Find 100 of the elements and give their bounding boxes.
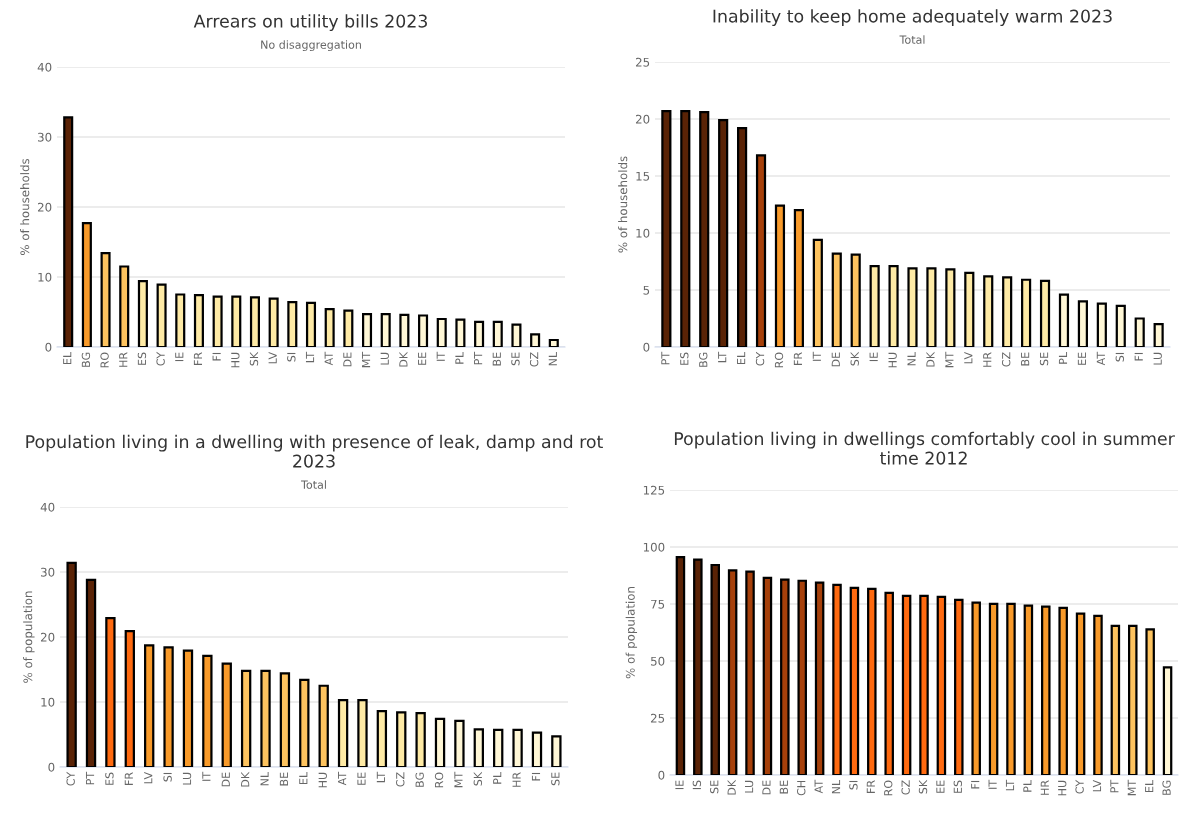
y-axis-title: % of households	[20, 158, 30, 256]
bar	[163, 646, 174, 767]
x-tick-label: DK	[241, 771, 250, 787]
bar	[231, 295, 242, 347]
bar	[399, 313, 410, 347]
bar	[1002, 276, 1013, 347]
bar	[699, 111, 710, 347]
x-tick-label: LT	[376, 771, 385, 783]
x-tick-label: IE	[675, 780, 684, 790]
x-tick-label: IT	[436, 351, 445, 361]
x-tick-label: AT	[324, 351, 333, 366]
bar	[718, 119, 729, 347]
bar	[945, 268, 956, 347]
bar	[1041, 605, 1051, 775]
bar	[418, 314, 429, 347]
bar	[1128, 624, 1138, 775]
bar	[530, 333, 541, 347]
x-tick-label: SI	[1115, 352, 1124, 362]
x-tick-label: SE	[551, 772, 560, 786]
x-tick-label: CY	[1075, 779, 1084, 794]
bar	[1023, 604, 1034, 775]
x-tick-label: MT	[1127, 779, 1136, 796]
bar	[797, 579, 807, 775]
bar	[919, 594, 929, 775]
y-tick-label: 15	[636, 171, 650, 181]
bar	[396, 711, 407, 767]
x-tick-label: IE	[869, 352, 878, 362]
x-tick-label: FR	[793, 352, 802, 365]
y-tick-label: 20	[40, 632, 55, 642]
x-tick-label: RO	[774, 352, 784, 368]
bar	[1162, 666, 1173, 775]
bar	[376, 709, 388, 767]
bar	[318, 684, 329, 767]
bar	[119, 265, 130, 347]
x-tick-label: ES	[137, 352, 147, 365]
x-tick-label: BG	[1162, 780, 1171, 795]
x-tick-label: NL	[260, 771, 269, 786]
bar	[888, 264, 899, 347]
x-tick-label: FI	[212, 352, 221, 361]
bar	[869, 264, 880, 347]
x-tick-label: IE	[175, 352, 184, 362]
bar	[305, 301, 317, 347]
x-tick-label: BE	[1021, 352, 1030, 366]
bar	[100, 252, 111, 347]
x-tick-label: DK	[727, 779, 736, 795]
x-tick-label: SE	[1039, 352, 1049, 366]
bar	[1058, 606, 1068, 775]
bar	[175, 293, 186, 347]
bar	[531, 731, 543, 767]
x-tick-label: HU	[318, 772, 327, 788]
x-tick-label: BE	[779, 780, 788, 794]
x-tick-label: CZ	[1001, 352, 1011, 367]
x-tick-label: FI	[1134, 352, 1143, 361]
x-tick-label: IT	[812, 351, 821, 361]
y-tick-label: 0	[45, 342, 52, 352]
x-tick-label: DE	[831, 352, 840, 367]
bar	[774, 204, 786, 347]
bar	[124, 630, 135, 767]
x-tick-label: LU	[380, 352, 389, 365]
x-tick-label: DE	[221, 772, 230, 787]
x-tick-label: SK	[249, 351, 259, 366]
bar	[474, 320, 485, 347]
x-tick-label: IS	[692, 780, 702, 790]
bar	[454, 719, 465, 767]
x-tick-label: HU	[231, 352, 240, 368]
bar	[249, 296, 260, 347]
bar	[193, 294, 204, 347]
y-tick-label: 0	[658, 770, 665, 780]
x-tick-label: CY	[755, 351, 765, 366]
x-tick-label: FR	[866, 780, 875, 793]
bar	[812, 238, 823, 347]
x-tick-label: PL	[1058, 351, 1068, 364]
bar	[548, 338, 559, 347]
bar	[473, 728, 484, 767]
bar	[493, 728, 504, 767]
bar	[63, 116, 74, 347]
y-tick-label: 125	[643, 485, 665, 495]
x-tick-label: DK	[926, 351, 935, 367]
bar	[137, 280, 148, 347]
x-tick-label: AT	[814, 779, 823, 794]
bar	[1077, 300, 1088, 347]
x-tick-label: SK	[850, 351, 859, 366]
bar	[324, 308, 335, 347]
x-tick-label: BG	[81, 352, 91, 367]
bar	[362, 312, 373, 347]
bar	[727, 569, 738, 775]
y-tick-label: 25	[635, 57, 650, 67]
x-tick-label: HR	[983, 352, 992, 367]
x-tick-label: LT	[1005, 779, 1015, 791]
y-axis-title: % of population	[625, 587, 638, 679]
bar	[971, 601, 981, 775]
bar	[762, 576, 773, 775]
bar	[512, 728, 523, 767]
x-tick-label: DE	[343, 352, 352, 367]
y-tick-label: 20	[635, 114, 650, 124]
x-tick-label: BG	[699, 352, 708, 367]
x-tick-label: MT	[361, 351, 371, 368]
x-tick-label: PT	[474, 351, 483, 365]
bar	[343, 309, 354, 347]
x-tick-label: PL	[455, 351, 464, 364]
